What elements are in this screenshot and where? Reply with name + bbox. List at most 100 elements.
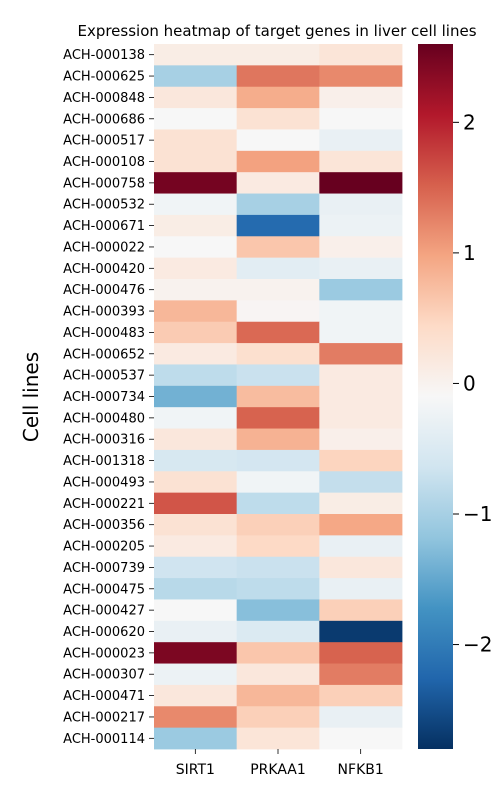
- heatmap-cell: [236, 129, 320, 152]
- heatmap-cell: [236, 407, 320, 429]
- heatmap-cell: [236, 706, 320, 729]
- row-label: ACH-000427: [63, 604, 145, 619]
- heatmap-cell: [154, 407, 238, 429]
- heatmap-cell: [319, 214, 403, 237]
- heatmap-cell: [236, 300, 320, 323]
- column-label: PRKAA1: [250, 762, 306, 778]
- heatmap-cell: [319, 514, 403, 536]
- heatmap-cell: [319, 300, 403, 323]
- heatmap-cell: [236, 150, 320, 173]
- heatmap-cell: [236, 620, 320, 643]
- heatmap-cell: [319, 321, 403, 344]
- heatmap-cell: [154, 129, 238, 152]
- heatmap-cell: [236, 663, 320, 686]
- row-label: ACH-000393: [63, 305, 145, 320]
- heatmap-cell: [154, 599, 238, 622]
- heatmap-cell: [319, 684, 403, 707]
- heatmap-cell: [319, 193, 403, 216]
- heatmap-cell: [154, 471, 238, 494]
- row-label: ACH-000734: [63, 390, 145, 405]
- row-labels: ACH-000138 ACH-000625 ACH-000848 ACH-000686…: [63, 48, 154, 747]
- heatmap-cell: [319, 407, 403, 429]
- heatmap-cell: [154, 727, 238, 750]
- row-label: ACH-000848: [63, 91, 145, 106]
- heatmap-cell: [236, 343, 320, 365]
- heatmap-cell: [154, 86, 238, 109]
- heatmap-cell: [319, 236, 403, 259]
- heatmap-cell: [154, 343, 238, 365]
- heatmap-cell: [319, 727, 403, 750]
- heatmap-cell: [154, 514, 238, 536]
- row-label: ACH-000517: [63, 134, 145, 149]
- heatmap-cell: [319, 706, 403, 729]
- heatmap-cell: [236, 385, 320, 408]
- row-label: ACH-000217: [63, 710, 145, 725]
- heatmap-cell: [236, 257, 320, 280]
- chart-title: Expression heatmap of target genes in li…: [77, 22, 476, 40]
- heatmap-cell: [154, 449, 238, 472]
- heatmap-cell: [154, 44, 238, 66]
- row-label: ACH-000652: [63, 347, 145, 362]
- row-label: ACH-000023: [63, 646, 145, 661]
- heatmap-cell: [154, 642, 238, 664]
- heatmap-cell: [236, 364, 320, 387]
- colorbar-ticks: −2 −1 0 1 2: [453, 110, 492, 657]
- row-label: ACH-000480: [63, 411, 145, 426]
- heatmap-cell: [319, 428, 403, 451]
- row-label: ACH-001318: [63, 454, 145, 469]
- heatmap-cell: [236, 236, 320, 259]
- heatmap-cell: [236, 727, 320, 750]
- colorbar-tick-label: 1: [463, 241, 476, 265]
- heatmap-cell: [319, 556, 403, 579]
- heatmap-cell: [236, 599, 320, 622]
- heatmap-cell: [154, 535, 238, 558]
- row-label: ACH-000537: [63, 369, 145, 384]
- heatmap-cell: [319, 343, 403, 365]
- heatmap-cell: [319, 364, 403, 387]
- row-label: ACH-000138: [63, 48, 145, 63]
- heatmap-cell: [236, 44, 320, 66]
- row-label: ACH-000671: [63, 219, 145, 234]
- heatmap-cell: [319, 663, 403, 686]
- row-label: ACH-000221: [63, 497, 145, 512]
- heatmap-cell: [319, 86, 403, 109]
- colorbar-tick-label: 0: [463, 371, 476, 395]
- heatmap-cell: [236, 172, 320, 194]
- heatmap-cell: [319, 642, 403, 664]
- row-label: ACH-000625: [63, 70, 145, 85]
- row-label: ACH-000022: [63, 240, 145, 255]
- heatmap-cell: [236, 492, 320, 515]
- column-labels: SIRT1 PRKAA1 NFKB1: [176, 749, 384, 778]
- heatmap-cell: [154, 108, 238, 130]
- row-label: ACH-000475: [63, 582, 145, 597]
- row-label: ACH-000114: [63, 732, 145, 747]
- heatmap-cell: [236, 193, 320, 216]
- heatmap-cell: [319, 279, 403, 301]
- heatmap-cell: [154, 364, 238, 387]
- heatmap-cell: [154, 620, 238, 643]
- column-label: SIRT1: [176, 762, 215, 778]
- row-label: ACH-000356: [63, 518, 145, 533]
- colorbar-tick-label: −2: [463, 633, 492, 657]
- heatmap-cell: [154, 300, 238, 323]
- heatmap-cell: [236, 684, 320, 707]
- heatmap-cell: [319, 65, 403, 88]
- heatmap-cell: [154, 556, 238, 579]
- heatmap-cell: [154, 663, 238, 686]
- heatmap-cell: [236, 578, 320, 600]
- row-label: ACH-000739: [63, 561, 145, 576]
- heatmap-cell: [319, 599, 403, 622]
- row-label: ACH-000483: [63, 326, 145, 341]
- heatmap-cell: [154, 385, 238, 408]
- heatmap-cell: [319, 449, 403, 472]
- row-label: ACH-000420: [63, 262, 145, 277]
- heatmap-cell: [319, 535, 403, 558]
- row-label: ACH-000493: [63, 475, 145, 490]
- heatmap-cell: [236, 86, 320, 109]
- heatmap-cell: [319, 150, 403, 173]
- row-label: ACH-000471: [63, 689, 145, 704]
- column-label: NFKB1: [338, 762, 384, 778]
- heatmap-cell: [319, 108, 403, 130]
- heatmap-cell: [236, 535, 320, 558]
